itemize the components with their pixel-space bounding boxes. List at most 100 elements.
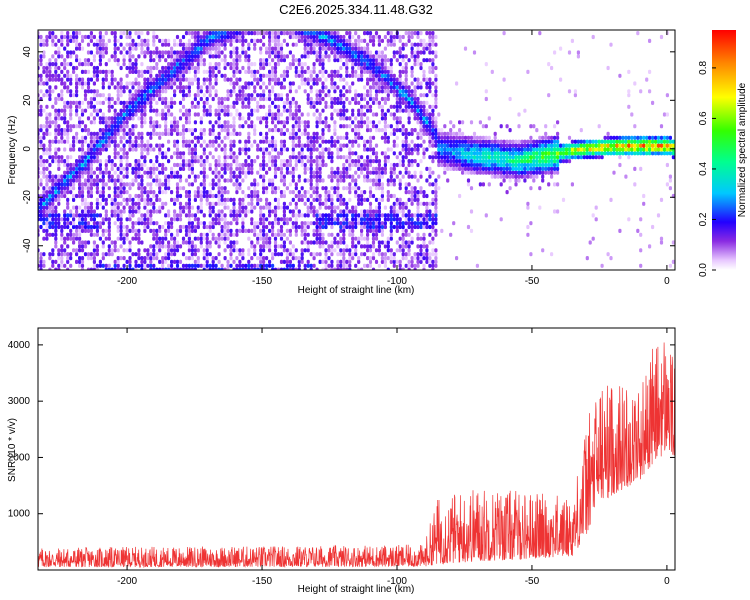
heatmap-cell [351,162,355,168]
heatmap-cell [425,77,429,82]
heatmap-cell [392,162,396,168]
heatmap-cell [377,128,381,133]
heatmap-cell [235,217,239,222]
heatmap-cell [413,62,417,67]
heatmap-cell [110,31,114,36]
heatmap-cell [256,116,260,121]
heatmap-cell [158,147,162,152]
heatmap-cell [113,155,117,160]
heatmap-cell [273,236,278,241]
heatmap-cell [342,54,346,59]
heatmap-cell [223,162,227,168]
heatmap-cell [422,155,426,160]
heatmap-cell [297,139,301,144]
heatmap-cell [268,155,272,160]
heatmap-cell [190,42,194,47]
heatmap-cell [416,31,420,36]
heatmap-cell [181,46,186,51]
heatmap-cell [152,267,156,270]
heatmap-cell [217,190,221,195]
heatmap-cell [116,38,120,43]
heatmap-cell [193,120,197,125]
heatmap-cell [146,166,150,171]
heatmap-cell [51,155,55,160]
heatmap-cell [330,201,334,206]
heatmap-cell [238,182,242,187]
heatmap-cell [98,34,102,40]
heatmap-cell [83,159,88,164]
heatmap-cell [149,221,153,226]
heatmap-cell [366,209,370,214]
heatmap-cell [196,139,200,144]
heatmap-cell [164,50,168,55]
heatmap-cell [217,240,221,245]
heatmap-cell [262,217,266,222]
heatmap-cell [63,131,67,136]
heatmap-cell [279,236,284,241]
heatmap-cell [122,62,126,67]
heatmap-cell [223,186,227,191]
heatmap-cell [407,143,411,148]
heatmap-cell [175,124,180,129]
heatmap-cell [184,85,189,90]
heatmap-cell [276,96,281,102]
heatmap-cell [380,186,384,191]
heatmap-cell [75,224,79,230]
heatmap-cell [101,100,105,105]
heatmap-cell [256,147,260,152]
heatmap-cell [253,190,257,195]
heatmap-cell [69,155,73,160]
heatmap-cell [217,116,221,121]
heatmap-cell [104,128,108,133]
heatmap-cell [107,93,111,98]
heatmap-cell [368,256,373,261]
heatmap-cell [187,193,191,199]
heatmap-cell [134,162,138,168]
heatmap-cell [184,190,189,195]
heatmap-cell [152,190,156,195]
heatmap-cell [57,178,61,183]
heatmap-cell [208,131,212,136]
heatmap-cell [315,93,319,98]
heatmap-cell [80,128,85,133]
heatmap-cell [259,104,263,109]
heatmap-cell [410,186,414,191]
heatmap-cell [113,124,117,129]
heatmap-cell [134,236,138,241]
heatmap-cell [377,244,381,249]
heatmap-cell [416,58,420,63]
heatmap-cell [155,244,159,249]
heatmap-cell [279,193,284,199]
heatmap-cell [336,232,340,237]
heatmap-cell [104,166,108,171]
heatmap-cell [241,147,245,152]
heatmap-cell [360,38,364,43]
heatmap-cell [265,267,269,270]
heatmap-cell [386,190,390,195]
heatmap-cell [101,131,105,136]
heatmap-cell [54,58,58,63]
heatmap-cell [229,131,233,136]
heatmap-cell [389,65,393,71]
heatmap-cell [98,116,102,121]
heatmap-cell [241,85,245,90]
heatmap-cell [220,96,224,102]
heatmap-cell [294,248,298,253]
heatmap-cell [330,34,334,40]
heatmap-cell [63,252,67,257]
heatmap-cell [276,54,281,59]
heatmap-cell [143,256,147,261]
heatmap-cell [146,46,150,51]
heatmap-cell [119,217,123,222]
heatmap-cell [351,186,355,191]
heatmap-cell [330,31,334,36]
heatmap-cell [196,248,200,253]
heatmap-cell [57,267,61,270]
heatmap-cell [306,197,310,202]
heatmap-cell [95,159,99,164]
heatmap-cell [371,209,376,214]
heatmap-cell [360,58,364,63]
heatmap-cell [181,166,186,171]
heatmap-cell [371,252,376,257]
heatmap-cell [54,77,58,82]
